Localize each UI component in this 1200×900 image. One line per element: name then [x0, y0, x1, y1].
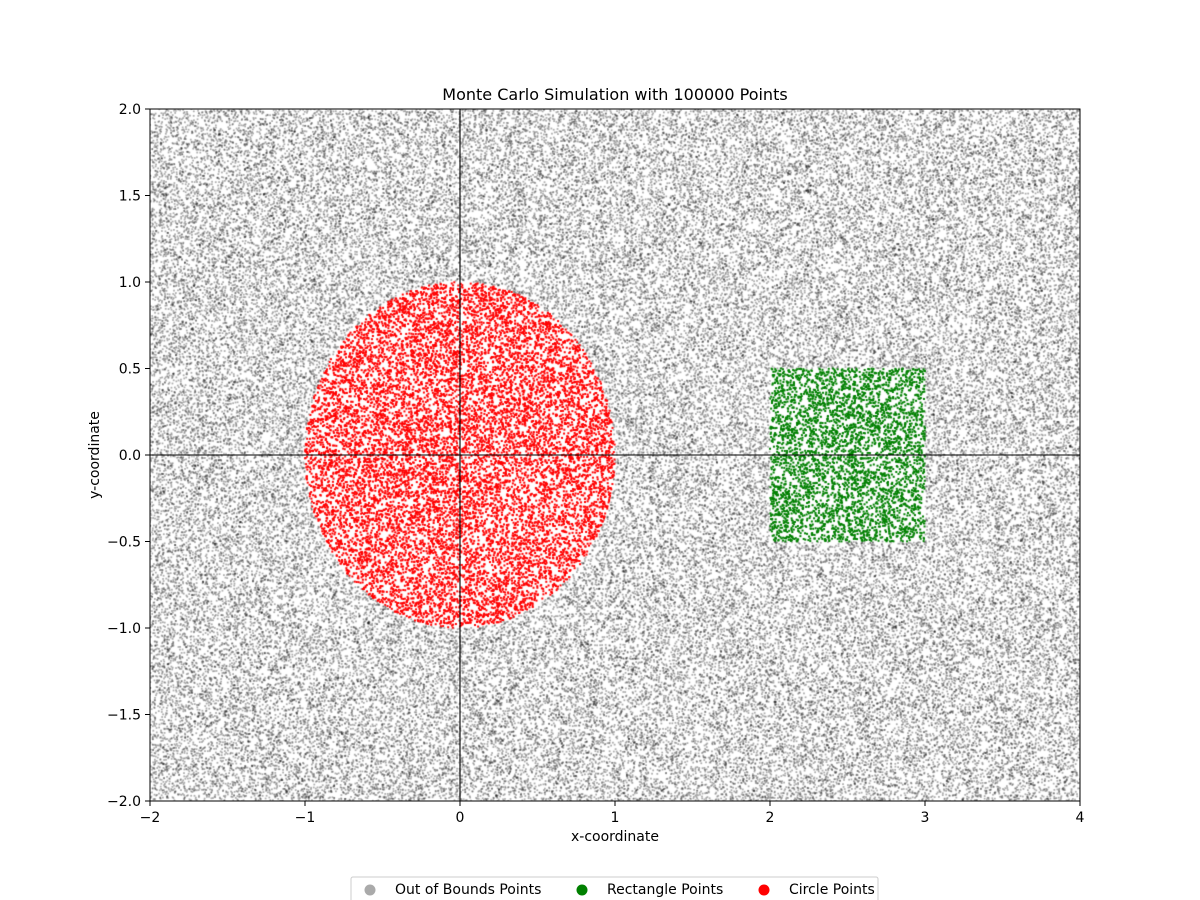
x-axis-ticks: −2 −1 0 1 2 3 4 [140, 801, 1085, 826]
y-tick-label: −2.0 [107, 794, 141, 810]
legend: Out of Bounds Points Rectangle Points Ci… [350, 876, 879, 900]
y-tick-label: 1.0 [119, 275, 141, 291]
legend-marker-rectangle [576, 884, 588, 896]
legend-label-out-of-bounds: Out of Bounds Points [395, 882, 541, 898]
y-tick-label: −1.5 [107, 708, 141, 724]
x-tick-label: −2 [140, 810, 161, 826]
y-tick-label: 2.0 [119, 102, 141, 118]
plot-area [149, 108, 1081, 802]
y-tick-label: 0.5 [119, 362, 141, 378]
x-tick-label: 1 [611, 810, 620, 826]
legend-label-circle: Circle Points [789, 882, 875, 898]
x-tick-label: 0 [456, 810, 465, 826]
y-axis-ticks: −2.0 −1.5 −1.0 −0.5 0.0 0.5 1.0 1.5 2.0 [107, 102, 150, 810]
x-tick-label: 2 [766, 810, 775, 826]
legend-label-rectangle: Rectangle Points [607, 882, 723, 898]
y-tick-label: 0.0 [119, 448, 141, 464]
legend-marker-circle [758, 884, 770, 896]
x-axis-label: x-coordinate [571, 829, 659, 845]
legend-frame [350, 876, 879, 900]
x-tick-label: −1 [295, 810, 316, 826]
y-tick-label: −0.5 [107, 535, 141, 551]
y-tick-label: −1.0 [107, 621, 141, 637]
y-axis-label: y-coordinate [87, 411, 103, 499]
x-tick-label: 4 [1076, 810, 1085, 826]
y-tick-label: 1.5 [119, 189, 141, 205]
x-tick-label: 3 [921, 810, 930, 826]
legend-marker-out-of-bounds [364, 884, 376, 896]
chart-title: Monte Carlo Simulation with 100000 Point… [442, 85, 787, 104]
